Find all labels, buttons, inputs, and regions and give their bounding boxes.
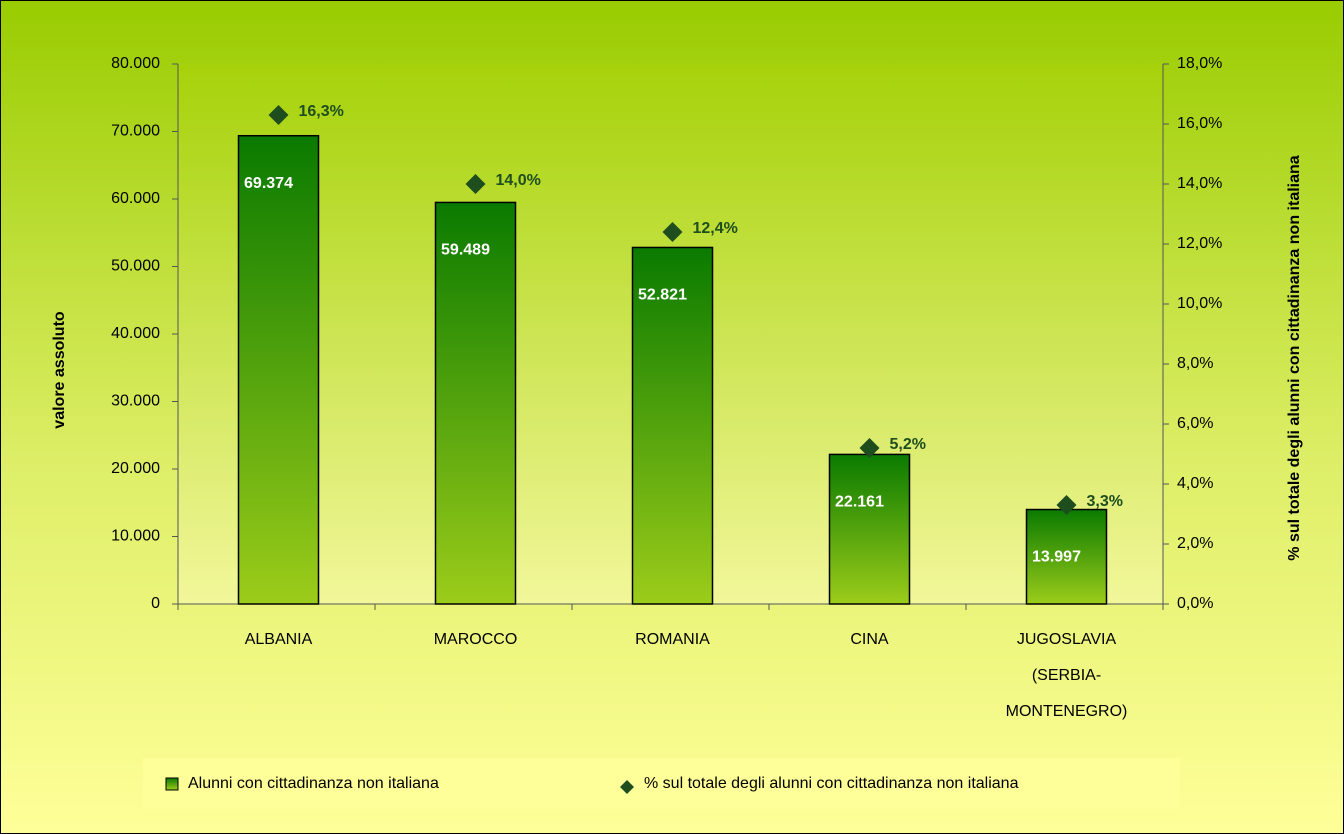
bar <box>1025 508 1108 605</box>
x-tick-label: JUGOSLAVIA (SERBIA-MONTENEGRO) <box>1005 631 1128 720</box>
y2-axis-title: % sul totale degli alunni con cittadinan… <box>1286 155 1303 561</box>
bar <box>237 134 320 605</box>
y-tick-label: 50.000 <box>111 258 160 275</box>
y-axis-title: valore assoluto <box>51 311 68 429</box>
marker-value-label: 14,0% <box>496 172 541 189</box>
y2-tick-label: 12,0% <box>1177 235 1222 252</box>
marker-value-label: 16,3% <box>299 103 344 120</box>
y-tick-label: 60.000 <box>111 190 160 207</box>
y2-tick-label: 18,0% <box>1177 55 1222 72</box>
legend-marker <box>620 780 634 794</box>
legend-label: % sul totale degli alunni con cittadinan… <box>644 775 1019 792</box>
y2-tick-label: 16,0% <box>1177 115 1222 132</box>
y2-tick-label: 8,0% <box>1177 355 1213 372</box>
bar-value-label: 22.161 <box>835 494 884 511</box>
y2-tick-label: 2,0% <box>1177 535 1213 552</box>
x-tick-label: MAROCCO <box>433 631 518 648</box>
marker <box>662 222 683 242</box>
marker <box>465 174 486 194</box>
bar-value-label: 59.489 <box>441 242 490 259</box>
marker-value-label: 3,3% <box>1087 493 1123 510</box>
marker <box>1056 495 1077 515</box>
bar <box>631 246 714 605</box>
marker <box>859 438 880 458</box>
legend-label: Alunni con cittadinanza non italiana <box>188 775 439 792</box>
marker-value-label: 12,4% <box>693 220 738 237</box>
y2-tick-label: 10,0% <box>1177 295 1222 312</box>
x-tick-label: ROMANIA <box>635 631 710 648</box>
y-tick-label: 80.000 <box>111 55 160 72</box>
x-tick-label: ALBANIA <box>244 631 313 648</box>
y-tick-label: 70.000 <box>111 123 160 140</box>
y-tick-label: 10.000 <box>111 528 160 545</box>
marker-value-label: 5,2% <box>890 436 926 453</box>
y-tick-label: 20.000 <box>111 460 160 477</box>
bar-value-label: 69.374 <box>244 175 293 192</box>
y2-tick-label: 6,0% <box>1177 415 1213 432</box>
legend-swatch <box>165 777 179 791</box>
y2-tick-label: 14,0% <box>1177 175 1222 192</box>
y-tick-label: 30.000 <box>111 393 160 410</box>
y2-tick-label: 0,0% <box>1177 595 1213 612</box>
marker <box>268 105 289 125</box>
y-tick-label: 40.000 <box>111 325 160 342</box>
bar <box>434 201 517 605</box>
x-tick-label: CINA <box>850 631 889 648</box>
y-tick-label: 0 <box>151 595 160 612</box>
y2-tick-label: 4,0% <box>1177 475 1213 492</box>
bar <box>828 453 911 605</box>
legend-box <box>143 758 1180 810</box>
bar-value-label: 13.997 <box>1032 549 1081 566</box>
bar-value-label: 52.821 <box>638 287 687 304</box>
